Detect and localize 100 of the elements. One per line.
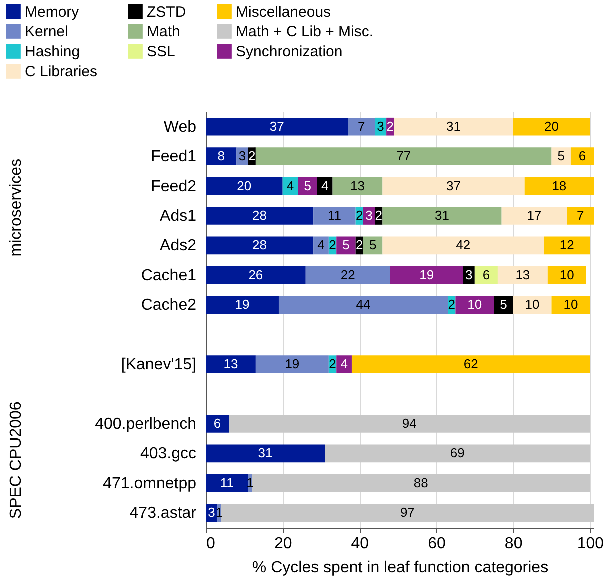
legend-label: Math (147, 24, 180, 40)
data-label: 4 (286, 178, 294, 194)
data-label: 17 (527, 208, 542, 223)
data-label: 28 (252, 208, 268, 223)
bar (278, 296, 448, 314)
data-label: 19 (235, 297, 250, 312)
x-tick-label: 60 (428, 536, 446, 552)
data-label: 22 (340, 267, 356, 282)
data-label: 3 (366, 208, 373, 223)
data-label: 8 (218, 148, 225, 164)
data-label: 77 (396, 148, 412, 164)
data-label: 5 (342, 238, 350, 253)
text: microservices (8, 158, 25, 257)
x-tick-label: 80 (504, 536, 523, 552)
data-label: 19 (285, 356, 300, 372)
bar (206, 177, 283, 196)
bar (206, 474, 248, 492)
bar (206, 118, 348, 136)
bar (548, 266, 586, 284)
bar (474, 266, 498, 284)
bar (256, 148, 552, 166)
bar (502, 207, 568, 225)
data-label: 62 (464, 356, 478, 372)
y-tick-label: [Kanev'15] (121, 356, 196, 374)
bar (252, 474, 590, 492)
bar (382, 207, 502, 225)
bar (206, 296, 279, 314)
legend-label: Kernel (25, 24, 68, 40)
data-label: 7 (358, 118, 366, 134)
data-label: 10 (560, 267, 574, 282)
bar (513, 118, 590, 136)
bar (229, 415, 590, 433)
data-label: 10 (564, 297, 578, 312)
data-label: 5 (558, 148, 565, 164)
bar (336, 236, 356, 255)
data-label: 18 (552, 178, 567, 194)
y-tick-label: Cache1 (141, 267, 197, 284)
y-tick-label: Ads1 (160, 208, 197, 225)
data-label: 4 (340, 356, 348, 372)
bar (498, 266, 548, 284)
data-label: 13 (224, 356, 238, 372)
bar (206, 207, 314, 225)
data-label: 2 (375, 208, 382, 223)
bar (552, 296, 590, 314)
bar (352, 356, 590, 374)
bar (332, 177, 383, 196)
data-label: 31 (258, 446, 273, 461)
bar (494, 296, 514, 314)
data-label: 37 (270, 118, 284, 134)
bar (524, 177, 594, 196)
bar (206, 266, 306, 284)
bar (394, 118, 514, 136)
y-tick-label: 400.perlbench (95, 416, 196, 433)
data-label: 5 (304, 178, 312, 194)
bar (382, 236, 544, 255)
data-label: 3 (238, 148, 246, 164)
data-label: 26 (248, 267, 264, 282)
bar (206, 236, 314, 255)
x-axis-title: % Cycles spent in leaf function categories (252, 560, 549, 576)
y-tick-label: Ads2 (160, 238, 197, 255)
bar (325, 444, 590, 463)
data-label: 69 (450, 446, 465, 461)
bar (206, 415, 230, 433)
y-tick-label: Feed1 (151, 148, 197, 166)
data-label: 31 (435, 208, 450, 223)
bar (298, 177, 318, 196)
legend-label: C Libraries (25, 64, 98, 80)
x-tick-label: 20 (274, 536, 292, 552)
data-label: 5 (500, 297, 508, 312)
text: SPEC CPU2006 (8, 402, 25, 520)
bar (221, 504, 594, 522)
bar (314, 207, 356, 225)
data-label: 6 (214, 416, 222, 431)
data-label: 6 (578, 148, 586, 164)
bar (570, 148, 594, 166)
legend-label: Math + C Lib + Misc. (236, 24, 374, 40)
bar (206, 356, 256, 374)
data-label: 88 (414, 475, 428, 490)
bar (256, 356, 329, 374)
x-tick-label: 0 (206, 536, 216, 552)
data-label: 44 (356, 297, 371, 312)
data-label: 6 (482, 267, 490, 282)
data-label: 12 (560, 238, 574, 253)
data-label: 13 (350, 178, 365, 194)
y-tick-label: Web (164, 118, 197, 136)
data-label: 37 (446, 178, 462, 194)
data-label: 11 (328, 208, 342, 223)
data-label: 28 (252, 238, 268, 253)
data-label: 3 (208, 505, 216, 520)
data-label: 2 (329, 238, 336, 253)
bar (552, 148, 571, 166)
legend-label: SSL (147, 44, 176, 60)
x-tick-label: 40 (351, 536, 370, 552)
bar (348, 118, 376, 136)
data-label: 10 (468, 297, 482, 312)
data-label: 42 (456, 238, 471, 253)
data-label: 2 (386, 118, 394, 134)
legend-label: Miscellaneous (236, 4, 332, 21)
data-label: 20 (544, 118, 559, 134)
data-label: 3 (466, 267, 473, 282)
